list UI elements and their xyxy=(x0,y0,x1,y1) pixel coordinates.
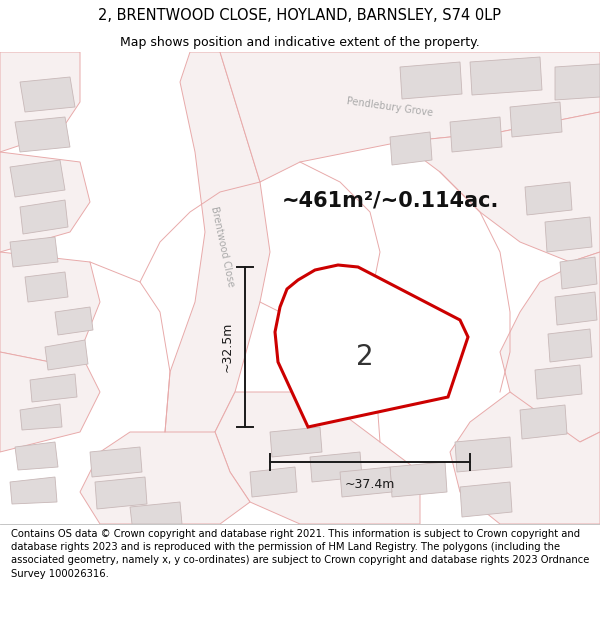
Polygon shape xyxy=(15,117,70,152)
Polygon shape xyxy=(0,52,80,152)
Polygon shape xyxy=(520,405,567,439)
Polygon shape xyxy=(555,292,597,325)
Polygon shape xyxy=(450,392,600,524)
Polygon shape xyxy=(165,52,270,447)
Polygon shape xyxy=(0,352,100,452)
Text: Contains OS data © Crown copyright and database right 2021. This information is : Contains OS data © Crown copyright and d… xyxy=(11,529,589,579)
Text: ~461m²/~0.114ac.: ~461m²/~0.114ac. xyxy=(281,190,499,210)
Polygon shape xyxy=(10,160,65,197)
Polygon shape xyxy=(20,77,75,112)
Polygon shape xyxy=(310,452,362,482)
Polygon shape xyxy=(10,237,58,267)
Polygon shape xyxy=(95,477,147,509)
Polygon shape xyxy=(535,365,582,399)
Polygon shape xyxy=(20,404,62,430)
Polygon shape xyxy=(20,200,68,234)
Polygon shape xyxy=(215,392,420,524)
Polygon shape xyxy=(470,57,542,95)
Polygon shape xyxy=(270,427,322,457)
Polygon shape xyxy=(548,329,592,362)
Polygon shape xyxy=(130,502,182,524)
Polygon shape xyxy=(500,252,600,442)
Polygon shape xyxy=(555,64,600,100)
Polygon shape xyxy=(560,257,597,289)
Polygon shape xyxy=(510,102,562,137)
Polygon shape xyxy=(30,374,77,402)
Polygon shape xyxy=(455,437,512,472)
Polygon shape xyxy=(460,482,512,517)
Text: Pendlebury Grove: Pendlebury Grove xyxy=(346,96,434,118)
Text: ~32.5m: ~32.5m xyxy=(221,322,233,372)
Polygon shape xyxy=(545,217,592,252)
Polygon shape xyxy=(400,112,600,262)
Polygon shape xyxy=(390,462,447,497)
Text: ~37.4m: ~37.4m xyxy=(345,478,395,491)
Polygon shape xyxy=(80,432,250,524)
Polygon shape xyxy=(90,447,142,477)
Polygon shape xyxy=(0,152,90,252)
Polygon shape xyxy=(55,307,93,335)
Text: 2: 2 xyxy=(356,343,374,371)
Polygon shape xyxy=(45,340,88,370)
Text: 2, BRENTWOOD CLOSE, HOYLAND, BARNSLEY, S74 0LP: 2, BRENTWOOD CLOSE, HOYLAND, BARNSLEY, S… xyxy=(98,8,502,23)
Polygon shape xyxy=(25,272,68,302)
Polygon shape xyxy=(220,52,600,182)
Polygon shape xyxy=(450,117,502,152)
Polygon shape xyxy=(10,477,57,504)
Polygon shape xyxy=(400,62,462,99)
Polygon shape xyxy=(525,182,572,215)
Polygon shape xyxy=(390,132,432,165)
Polygon shape xyxy=(340,467,392,497)
Polygon shape xyxy=(250,467,297,497)
Polygon shape xyxy=(0,252,100,362)
Text: Brentwood Close: Brentwood Close xyxy=(209,206,235,288)
Text: Map shows position and indicative extent of the property.: Map shows position and indicative extent… xyxy=(120,36,480,49)
Polygon shape xyxy=(15,442,58,470)
Polygon shape xyxy=(275,265,468,427)
